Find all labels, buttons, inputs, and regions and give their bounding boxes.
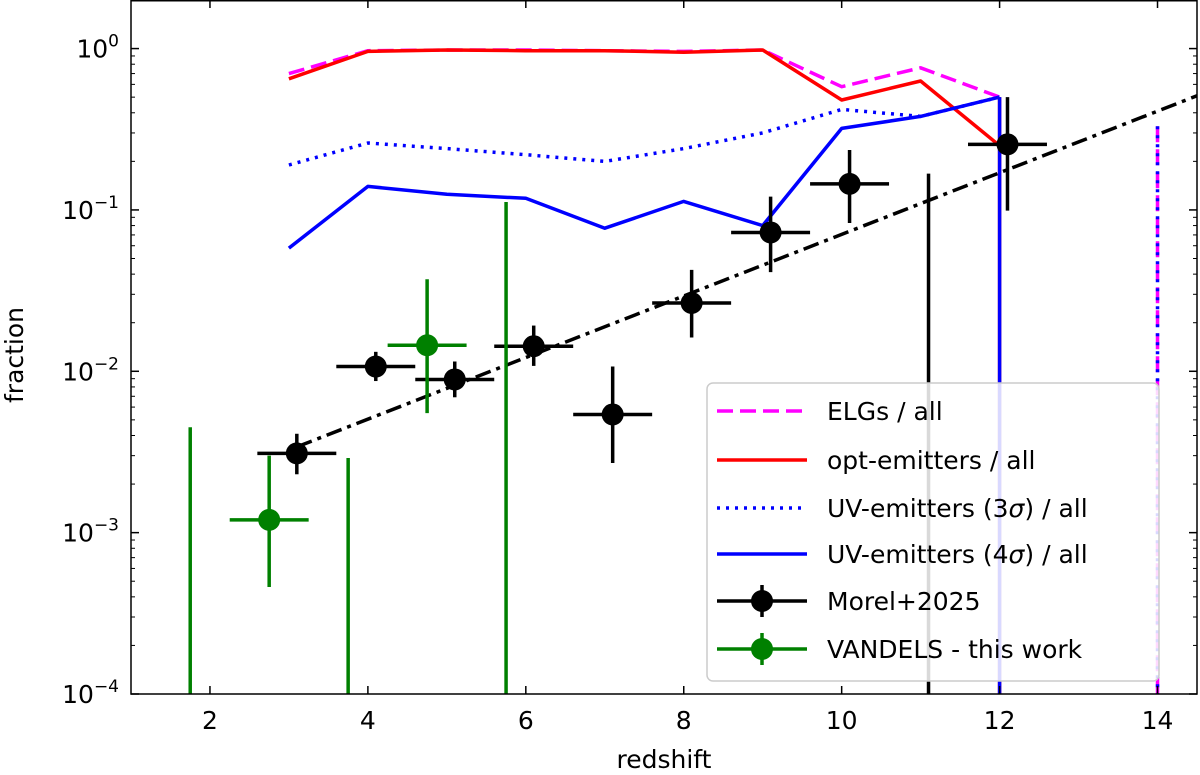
data-marker bbox=[443, 368, 466, 391]
legend-label-2: UV-emitters (3σ) / all bbox=[827, 494, 1088, 523]
y-tick-exponent: −1 bbox=[94, 193, 119, 213]
y-tick-base: 10 bbox=[76, 35, 108, 64]
errorbar-point-0-9 bbox=[968, 97, 1047, 211]
y-tick-exponent: 0 bbox=[108, 32, 119, 52]
y-tick-label: 10−4 bbox=[62, 677, 119, 709]
errorbar-point-0-0 bbox=[257, 433, 337, 475]
y-tick-label: 10−1 bbox=[62, 193, 119, 225]
series-line-3 bbox=[287, 95, 1001, 250]
legend-label-3: UV-emitters (4σ) / all bbox=[827, 540, 1088, 569]
legend-marker-1 bbox=[751, 638, 773, 660]
series-line-1 bbox=[288, 48, 1001, 148]
data-marker bbox=[258, 508, 281, 531]
legend-label-part: ) / all bbox=[1024, 540, 1087, 569]
legend-label-0: ELGs / all bbox=[827, 397, 943, 426]
errorbar-point-0-3 bbox=[494, 325, 574, 366]
y-tick-base: 10 bbox=[62, 196, 94, 225]
y-tick-exponent: −2 bbox=[94, 354, 119, 374]
legend-label-errorbar-0: Morel+2025 bbox=[827, 587, 981, 616]
legend-label-part: ELGs / all bbox=[827, 397, 943, 426]
legend-label-1: opt-emitters / all bbox=[827, 446, 1035, 475]
legend-label-part: UV-emitters (3 bbox=[827, 494, 1009, 523]
y-tick-base: 10 bbox=[62, 519, 94, 548]
legend-label-part: ) / all bbox=[1024, 494, 1087, 523]
data-marker bbox=[522, 335, 545, 358]
data-marker bbox=[601, 403, 624, 426]
legend-label-part: σ bbox=[1009, 540, 1026, 569]
errorbar-point-1-3 bbox=[387, 279, 467, 414]
legend-label-part: opt-emitters / all bbox=[827, 446, 1035, 475]
data-marker bbox=[680, 291, 703, 314]
y-tick-base: 10 bbox=[62, 680, 94, 709]
x-tick-label: 2 bbox=[202, 706, 218, 735]
legend-entries: ELGs / all opt-emitters / all UV-emitters … bbox=[717, 397, 1088, 665]
x-tick-label: 12 bbox=[984, 706, 1016, 735]
legend-marker-0 bbox=[751, 590, 773, 612]
x-axis-label: redshift bbox=[617, 745, 712, 774]
errorbar-point-0-6 bbox=[731, 196, 811, 273]
fit-line bbox=[296, 94, 1197, 449]
plot-frame bbox=[130, 0, 1198, 695]
y-tick-base: 10 bbox=[62, 357, 94, 386]
y-tick-label: 10−2 bbox=[62, 354, 119, 386]
x-tick-label: 4 bbox=[360, 706, 376, 735]
y-tick-label: 10−3 bbox=[62, 516, 119, 548]
y-tick-exponent: −4 bbox=[94, 677, 119, 697]
data-marker bbox=[285, 442, 308, 465]
legend-label-errorbar-1: VANDELS - this work bbox=[827, 635, 1083, 664]
series-line-2 bbox=[288, 95, 1001, 167]
legend-label-part: σ bbox=[1009, 494, 1026, 523]
y-tick-label: 100 bbox=[76, 32, 119, 64]
y-tick-exponent: −3 bbox=[94, 516, 119, 536]
legend: ELGs / all opt-emitters / all UV-emitters … bbox=[706, 382, 1160, 682]
x-tick-label: 14 bbox=[1142, 706, 1174, 735]
legend-label-part: UV-emitters (4 bbox=[827, 540, 1009, 569]
data-marker bbox=[364, 355, 387, 378]
legend-box bbox=[706, 382, 1160, 682]
x-tick-label: 8 bbox=[676, 706, 692, 735]
errorbar-point-0-1 bbox=[336, 351, 416, 382]
x-tick-label: 6 bbox=[518, 706, 534, 735]
data-marker bbox=[838, 172, 861, 195]
data-marker bbox=[996, 133, 1019, 156]
y-axis-label: fraction bbox=[0, 307, 29, 403]
x-tick-label: 10 bbox=[826, 706, 858, 735]
errorbar-point-1-1 bbox=[229, 455, 309, 588]
errorbar-point-0-5 bbox=[652, 269, 732, 338]
data-marker bbox=[416, 334, 439, 357]
data-marker bbox=[759, 221, 782, 244]
series-line-0 bbox=[288, 48, 1001, 99]
errorbar-point-0-4 bbox=[573, 366, 653, 464]
errorbar-point-0-7 bbox=[810, 150, 890, 223]
